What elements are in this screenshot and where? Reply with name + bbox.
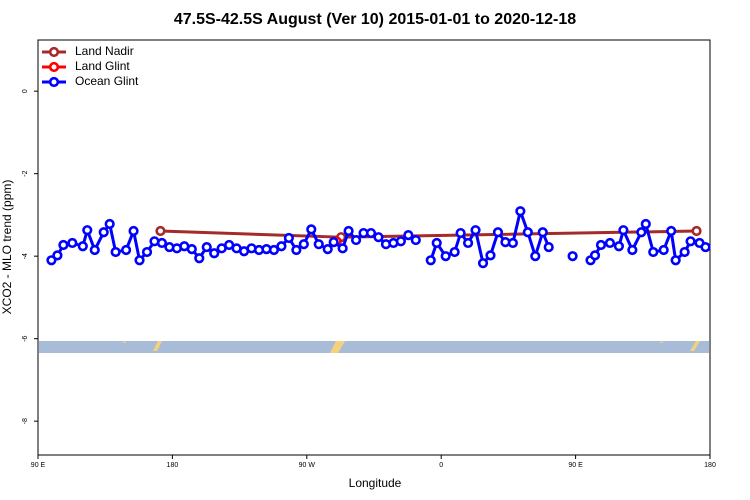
point — [104, 218, 115, 230]
point — [470, 225, 481, 236]
point — [691, 225, 702, 237]
point — [194, 253, 205, 264]
point — [58, 239, 69, 251]
y-tick-label: -2 — [22, 170, 29, 176]
point — [485, 250, 496, 261]
point — [365, 227, 377, 239]
x-tick-label: 90 E — [31, 462, 46, 469]
point — [298, 239, 309, 250]
point — [522, 227, 533, 238]
legend-label: Ocean Glint — [75, 74, 139, 88]
point — [537, 227, 548, 238]
point — [595, 239, 607, 251]
point — [156, 237, 168, 249]
point — [186, 244, 197, 255]
point — [455, 227, 466, 239]
point — [648, 246, 659, 258]
point — [425, 255, 436, 266]
point — [134, 255, 145, 266]
legend-marker — [48, 76, 60, 88]
point — [328, 237, 339, 248]
point — [530, 251, 541, 262]
point — [403, 230, 414, 241]
point — [613, 241, 625, 252]
point — [567, 251, 578, 262]
point — [658, 244, 669, 256]
point — [291, 244, 302, 256]
point — [618, 225, 629, 236]
point — [141, 246, 153, 258]
x-tick-label: 0 — [439, 462, 443, 469]
point — [343, 225, 354, 237]
point — [477, 258, 489, 269]
point — [410, 234, 421, 246]
point — [350, 234, 362, 246]
point — [507, 237, 518, 249]
y-tick-label: -4 — [22, 253, 29, 259]
legend-marker — [48, 61, 60, 73]
point — [543, 241, 554, 253]
point — [679, 246, 690, 258]
point — [283, 232, 294, 244]
x-axis-label: Longitude — [349, 476, 402, 490]
land-mask-strip — [39, 341, 709, 353]
point — [373, 232, 384, 243]
point — [492, 227, 504, 238]
point — [640, 218, 651, 230]
point — [52, 250, 63, 261]
point — [449, 246, 460, 258]
point — [128, 225, 139, 237]
point — [636, 227, 647, 238]
legend-label: Land Glint — [75, 59, 130, 73]
point — [77, 241, 88, 252]
point — [276, 241, 287, 252]
point — [121, 244, 132, 256]
point — [589, 250, 601, 261]
legend-marker — [48, 46, 60, 58]
point — [431, 237, 442, 249]
point — [604, 237, 616, 249]
point — [313, 239, 324, 250]
point — [337, 243, 348, 254]
x-tick-label: 90 E — [568, 462, 583, 469]
point — [67, 237, 78, 249]
x-tick-label: 180 — [167, 462, 179, 469]
point — [462, 237, 474, 249]
legend-label: Land Nadir — [75, 44, 134, 58]
point — [627, 244, 638, 256]
point — [201, 241, 212, 253]
point — [395, 236, 406, 247]
series-line — [160, 229, 697, 239]
y-axis-label: XCO2 - MLO trend (ppm) — [0, 180, 14, 315]
y-tick-label: 0 — [22, 89, 29, 93]
y-tick-label: -8 — [22, 418, 29, 424]
y-tick-label: -6 — [22, 335, 29, 341]
chart-title: 47.5S-42.5S August (Ver 10) 2015-01-01 t… — [174, 11, 576, 28]
point — [515, 206, 526, 217]
land-patches — [122, 341, 700, 353]
point — [155, 225, 166, 237]
x-tick-label: 180 — [704, 462, 716, 469]
point — [209, 248, 220, 259]
point — [98, 227, 109, 238]
point — [322, 244, 333, 255]
point — [685, 236, 696, 247]
point — [666, 225, 677, 237]
point — [670, 255, 681, 266]
point — [700, 241, 711, 253]
x-tick-label: 90 W — [299, 462, 316, 469]
point — [89, 244, 100, 256]
point — [110, 246, 121, 258]
point — [440, 251, 451, 262]
point — [268, 244, 280, 256]
point — [306, 224, 317, 235]
point — [82, 225, 93, 236]
